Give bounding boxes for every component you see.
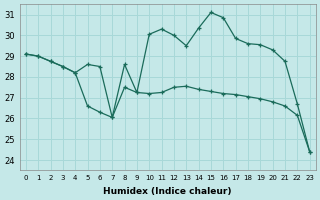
X-axis label: Humidex (Indice chaleur): Humidex (Indice chaleur) — [103, 187, 232, 196]
